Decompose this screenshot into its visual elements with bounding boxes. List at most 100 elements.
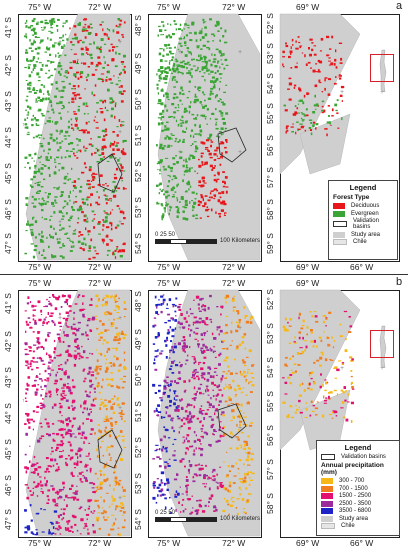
- precip-patch: [205, 464, 207, 467]
- precip-patch: [180, 425, 183, 427]
- forest-patch: [185, 158, 187, 162]
- legend-item: Study area: [321, 515, 395, 522]
- forest-patch: [120, 166, 124, 169]
- precip-patch: [43, 318, 46, 321]
- precip-patch: [45, 352, 48, 356]
- precip-patch: [67, 383, 69, 385]
- precip-patch: [158, 483, 162, 487]
- legend-item: Evergreen: [333, 210, 393, 217]
- forest-patch: [43, 85, 45, 88]
- precip-patch: [36, 361, 39, 363]
- precip-patch: [42, 491, 44, 494]
- precip-patch: [62, 392, 65, 395]
- forest-patch: [112, 49, 114, 52]
- forest-patch: [104, 128, 107, 131]
- forest-patch: [45, 156, 49, 159]
- precip-patch: [69, 310, 72, 312]
- precip-patch: [89, 329, 92, 332]
- forest-patch: [165, 35, 169, 39]
- precip-patch: [163, 435, 166, 438]
- forest-patch: [44, 19, 48, 22]
- precip-patch: [26, 382, 29, 386]
- forest-patch: [103, 56, 105, 59]
- precip-patch: [157, 414, 160, 417]
- legend-swatch: [333, 239, 347, 245]
- forest-patch: [200, 114, 203, 117]
- forest-patch: [169, 166, 173, 170]
- precip-patch: [348, 316, 351, 318]
- precip-patch: [186, 434, 190, 437]
- forest-patch: [179, 151, 183, 153]
- precip-patch: [202, 483, 205, 485]
- precip-patch: [32, 410, 36, 413]
- precip-patch: [228, 384, 231, 386]
- precip-patch: [89, 482, 92, 484]
- forest-patch: [69, 61, 73, 64]
- precip-patch: [163, 379, 167, 383]
- precip-patch: [66, 334, 69, 337]
- precip-patch: [118, 335, 120, 338]
- precip-patch: [89, 385, 93, 388]
- precip-patch: [69, 458, 72, 461]
- forest-patch: [330, 62, 334, 66]
- forest-patch: [162, 165, 165, 168]
- precip-patch: [175, 297, 178, 300]
- forest-patch: [117, 250, 120, 253]
- forest-patch: [41, 209, 44, 212]
- forest-patch: [27, 64, 31, 66]
- forest-patch: [102, 79, 105, 82]
- forest-patch: [188, 169, 191, 173]
- precip-patch: [221, 340, 224, 343]
- precip-patch: [32, 356, 35, 360]
- precip-patch: [52, 321, 55, 324]
- forest-patch: [225, 58, 228, 61]
- forest-patch: [81, 171, 85, 174]
- precip-patch: [226, 347, 229, 350]
- precip-patch: [117, 307, 120, 310]
- precip-patch: [106, 350, 108, 353]
- forest-patch: [171, 138, 173, 140]
- forest-patch: [293, 87, 296, 89]
- forest-patch: [171, 67, 175, 71]
- forest-patch: [63, 106, 65, 109]
- forest-patch: [45, 64, 48, 67]
- precip-patch: [100, 398, 103, 400]
- forest-patch: [192, 205, 194, 208]
- forest-patch: [321, 109, 324, 112]
- precip-patch: [248, 424, 253, 427]
- precip-patch: [188, 328, 190, 331]
- precip-patch: [179, 399, 182, 402]
- forest-patch: [181, 197, 184, 201]
- precip-patch: [298, 331, 302, 334]
- forest-patch: [58, 186, 60, 188]
- precip-patch: [66, 326, 70, 328]
- precip-patch: [31, 368, 34, 371]
- precip-patch: [180, 406, 184, 409]
- precip-patch: [114, 299, 117, 301]
- precip-patch: [298, 399, 301, 403]
- precip-patch: [309, 414, 312, 417]
- forest-patch: [179, 91, 182, 95]
- precip-patch: [201, 375, 204, 377]
- precip-patch: [182, 348, 185, 352]
- forest-patch: [204, 104, 207, 108]
- forest-patch: [70, 215, 74, 217]
- precip-patch: [71, 471, 73, 475]
- precip-patch: [25, 392, 27, 395]
- forest-patch: [32, 68, 35, 71]
- forest-patch: [206, 108, 209, 111]
- forest-patch: [202, 105, 205, 109]
- precip-patch: [75, 462, 79, 466]
- precip-patch: [337, 360, 342, 362]
- forest-patch: [32, 34, 34, 36]
- forest-patch: [50, 22, 54, 25]
- forest-patch: [336, 99, 339, 102]
- forest-patch: [85, 147, 88, 149]
- forest-patch: [86, 30, 89, 32]
- forest-patch: [317, 70, 321, 73]
- grid-cross: +: [340, 365, 344, 372]
- forest-patch: [77, 108, 80, 112]
- precip-patch: [121, 435, 125, 437]
- forest-patch: [215, 123, 218, 126]
- forest-patch: [101, 21, 104, 23]
